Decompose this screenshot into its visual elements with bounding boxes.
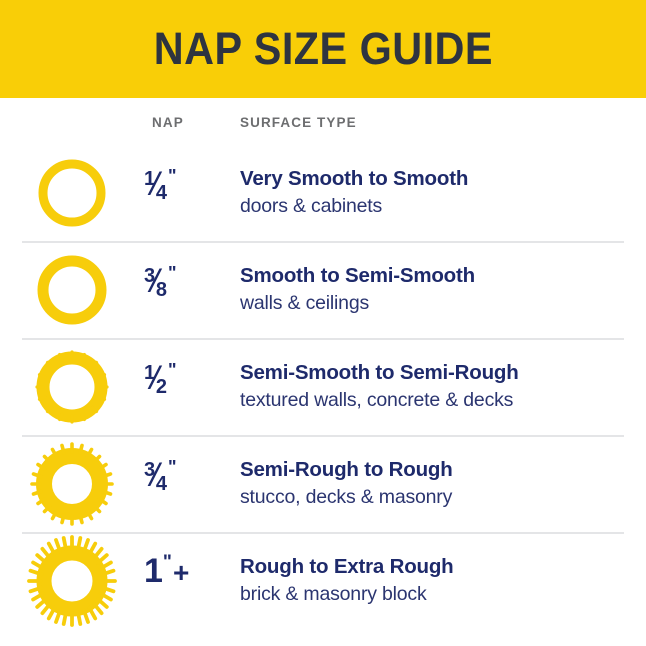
table-row: 3⁄4" Semi-Rough to Rough stucco, decks &… xyxy=(0,435,646,532)
roller-nap-swatch-semi-rough xyxy=(0,343,140,431)
ring-icon xyxy=(27,534,117,627)
nap-denominator: 4 xyxy=(155,472,167,495)
nap-numerator: 1 xyxy=(144,361,155,384)
nap-inch-mark: " xyxy=(167,165,177,186)
ring-icon xyxy=(30,441,114,526)
column-header-surface-type: SURFACE TYPE xyxy=(240,115,357,130)
surface-title: Very Smooth to Smooth xyxy=(240,167,469,191)
surface-type-cell: Very Smooth to Smooth doors & cabinets xyxy=(240,166,646,219)
surface-type-cell: Semi-Rough to Rough stucco, decks & maso… xyxy=(240,457,646,510)
nap-rows: 1⁄4" Very Smooth to Smooth doors & cabin… xyxy=(0,144,646,629)
nap-whole-number: 1 xyxy=(144,551,163,590)
nap-size-value: 1⁄4" xyxy=(140,163,240,223)
nap-solidus: ⁄ xyxy=(152,358,158,397)
surface-type-cell: Smooth to Semi-Smooth walls & ceilings xyxy=(240,263,646,316)
ring-icon xyxy=(37,255,107,324)
header-band: NAP SIZE GUIDE xyxy=(0,0,646,98)
roller-nap-swatch-extra-rough xyxy=(0,533,140,629)
surface-type-cell: Semi-Smooth to Semi-Rough textured walls… xyxy=(240,360,646,413)
roller-nap-swatch-semi-smooth xyxy=(0,248,140,332)
roller-nap-swatch-smooth xyxy=(0,154,140,232)
nap-inch-mark: " xyxy=(167,262,177,283)
surface-subtitle: stucco, decks & masonry xyxy=(240,485,453,508)
ring-icon xyxy=(35,349,109,424)
roller-nap-swatch-rough xyxy=(0,438,140,530)
surface-subtitle: doors & cabinets xyxy=(240,194,383,217)
nap-numerator: 3 xyxy=(144,264,155,287)
ring-icon xyxy=(38,159,106,226)
nap-denominator: 2 xyxy=(155,375,167,398)
nap-denominator: 4 xyxy=(155,181,167,204)
table-row: 1⁄4" Very Smooth to Smooth doors & cabin… xyxy=(0,144,646,241)
nap-solidus: ⁄ xyxy=(152,455,158,494)
column-header-row: NAP SURFACE TYPE xyxy=(0,98,646,144)
nap-numerator: 3 xyxy=(144,458,155,481)
nap-denominator: 8 xyxy=(155,278,167,301)
table-row: 3⁄8" Smooth to Semi-Smooth walls & ceili… xyxy=(0,241,646,338)
nap-size-value: 1⁄2" xyxy=(140,357,240,417)
table-row: 1⁄2" Semi-Smooth to Semi-Rough textured … xyxy=(0,338,646,435)
nap-size-value: 3⁄4" xyxy=(140,454,240,514)
surface-title: Rough to Extra Rough xyxy=(240,555,454,579)
surface-subtitle: textured walls, concrete & decks xyxy=(240,388,514,411)
surface-type-cell: Rough to Extra Rough brick & masonry blo… xyxy=(240,554,646,607)
column-header-nap: NAP xyxy=(152,115,184,130)
nap-inch-mark: " xyxy=(162,551,172,573)
page-title: NAP SIZE GUIDE xyxy=(153,23,493,74)
surface-subtitle: brick & masonry block xyxy=(240,582,427,605)
surface-title: Smooth to Semi-Smooth xyxy=(240,264,475,288)
surface-subtitle: walls & ceilings xyxy=(240,291,370,314)
table-row: 1"+ Rough to Extra Rough brick & masonry… xyxy=(0,532,646,629)
nap-solidus: ⁄ xyxy=(152,164,158,203)
nap-size-value: 1"+ xyxy=(140,551,240,611)
surface-title: Semi-Smooth to Semi-Rough xyxy=(240,361,519,385)
nap-numerator: 1 xyxy=(144,167,155,190)
surface-title: Semi-Rough to Rough xyxy=(240,458,453,482)
nap-size-value: 3⁄8" xyxy=(140,260,240,320)
nap-inch-mark: " xyxy=(167,456,177,477)
nap-plus-sign: + xyxy=(172,556,190,588)
nap-solidus: ⁄ xyxy=(152,261,158,300)
nap-inch-mark: " xyxy=(167,359,177,380)
